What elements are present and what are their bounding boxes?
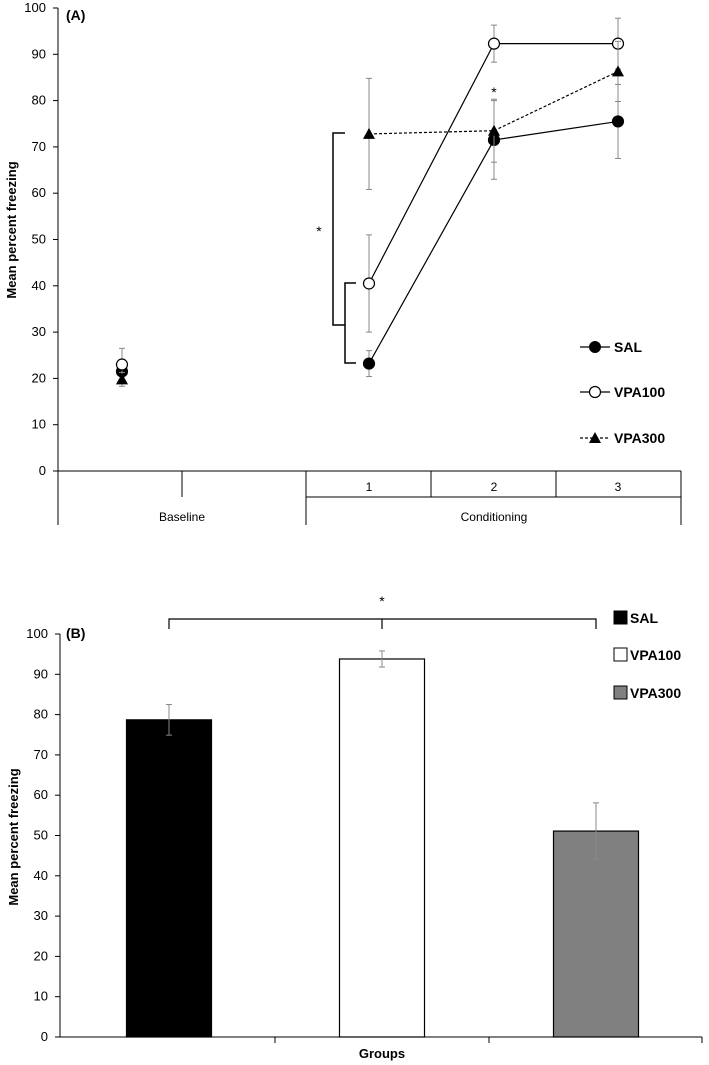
data-point [116, 373, 128, 385]
y-tick-label: 60 [34, 787, 48, 802]
legend-item-vpa100: VPA100 [613, 647, 681, 663]
data-point [115, 358, 129, 371]
bar-vpa100 [338, 658, 426, 1038]
legend-item-vpa100: VPA100 [580, 384, 665, 400]
panel-a-group-label-conditioning: Conditioning [461, 510, 528, 524]
y-tick-label: 40 [32, 278, 46, 293]
y-tick-label: 80 [34, 707, 48, 722]
legend-label: VPA100 [630, 647, 681, 663]
series-vpa300 [116, 40, 624, 387]
legend-label: SAL [614, 339, 642, 355]
y-tick-label: 90 [32, 46, 46, 61]
y-tick-label: 20 [34, 948, 48, 963]
legend-item-vpa300: VPA300 [580, 430, 665, 446]
y-tick-label: 10 [32, 417, 46, 432]
legend-label: SAL [630, 610, 658, 626]
legend-item-sal: SAL [580, 339, 642, 355]
panel-b-y-axis-title: Mean percent freezing [6, 768, 21, 905]
legend-item-vpa300: VPA300 [613, 685, 681, 701]
panel-a-category-label: 2 [491, 480, 498, 494]
data-point [362, 277, 376, 290]
y-tick-label: 100 [26, 626, 48, 641]
series-sal [115, 83, 625, 384]
y-tick-label: 30 [34, 908, 48, 923]
panel-b-x-axis-title: Groups [359, 1046, 405, 1061]
gray-swatch-icon [613, 685, 628, 700]
y-tick-label: 50 [32, 232, 46, 247]
data-point [611, 115, 625, 128]
panel-a-legend: SAL VPA100 VPA300 [580, 339, 665, 446]
bar-vpa300 [552, 830, 640, 1038]
panel-b-significance-bracket [168, 618, 597, 629]
legend-label: VPA100 [614, 384, 665, 400]
panel-a-significance-bracket-outer [332, 132, 345, 326]
bar-sal [125, 719, 213, 1038]
panel-b-legend: SAL VPA100 VPA300 [613, 610, 681, 701]
y-tick-label: 70 [34, 747, 48, 762]
legend-label: VPA300 [614, 430, 665, 446]
y-tick-label: 80 [32, 93, 46, 108]
panel-a-group-label-baseline: Baseline [159, 510, 205, 524]
legend-label: VPA300 [630, 685, 681, 701]
y-tick-label: 90 [34, 666, 48, 681]
white-swatch-icon [613, 647, 628, 662]
y-tick-label: 10 [34, 989, 48, 1004]
y-tick-label: 60 [32, 185, 46, 200]
y-tick-label: 40 [34, 868, 48, 883]
y-tick-label: 0 [39, 463, 46, 478]
data-point [363, 127, 375, 139]
panel-a-category-label: 1 [366, 480, 373, 494]
y-tick-label: 50 [34, 828, 48, 843]
panel-a-category-label: 3 [615, 480, 622, 494]
panel-a-significance-star: * [316, 223, 322, 239]
y-tick-label: 0 [41, 1029, 48, 1044]
data-point [487, 37, 501, 50]
y-tick-label: 30 [32, 324, 46, 339]
filled-triangle-icon [589, 432, 601, 443]
panel-b-significance-star: * [379, 593, 385, 609]
data-point [612, 65, 624, 77]
panel-a-significance-bracket-inner [344, 282, 356, 364]
panel-b-label: (B) [66, 625, 85, 641]
series-vpa100 [115, 17, 625, 382]
legend-item-sal: SAL [613, 610, 658, 626]
data-point [488, 124, 500, 136]
black-swatch-icon [613, 610, 628, 625]
data-point [362, 357, 376, 370]
y-tick-label: 70 [32, 139, 46, 154]
panel-a-line-chart: (A) Mean percent freezing 0 10 20 30 40 50 60 7… [4, 0, 682, 525]
open-circle-icon [588, 385, 602, 399]
panel-b-bar-chart: (B) Mean percent freezing Groups 0 10 20 30… [6, 593, 703, 1061]
panel-a-significance-star: * [491, 84, 497, 100]
filled-circle-icon [589, 341, 601, 353]
panel-a-y-axis-title: Mean percent freezing [4, 161, 19, 298]
panel-a-label: (A) [66, 7, 85, 23]
y-tick-label: 100 [24, 0, 46, 15]
y-tick-label: 20 [32, 370, 46, 385]
